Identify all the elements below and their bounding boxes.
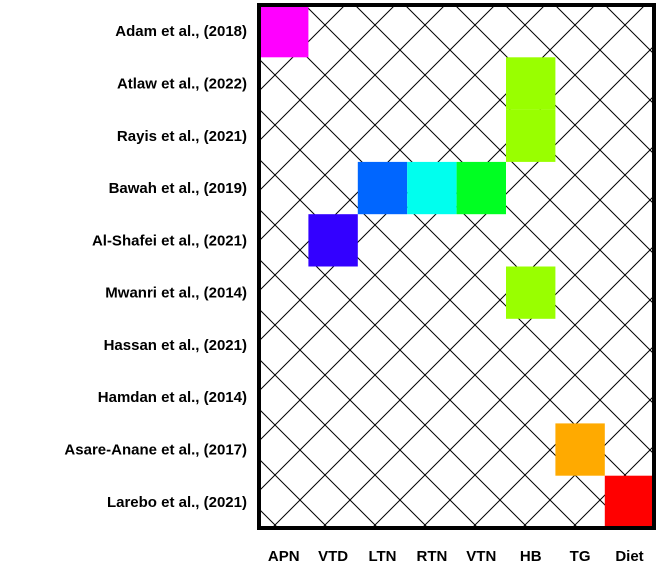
column-label-vtn: VTN — [466, 548, 496, 565]
column-label-diet: Diet — [615, 548, 643, 565]
column-label-hb: HB — [520, 548, 542, 565]
row-label: Bawah et al., (2019) — [109, 180, 247, 197]
row-label: Al-Shafei et al., (2021) — [92, 232, 247, 249]
heatmap-cell-rtn-row-3 — [407, 161, 457, 215]
row-label: Adam et al., (2018) — [115, 23, 247, 40]
heatmap-cell-hb-row-2 — [506, 109, 556, 162]
row-label: Rayis et al., (2021) — [117, 128, 247, 145]
plot-border — [257, 3, 656, 530]
column-label-rtn: RTN — [416, 548, 447, 565]
column-label-tg: TG — [570, 548, 591, 565]
heatmap-cell-ltn-row-3 — [357, 161, 408, 215]
row-labels: Adam et al., (2018) Atlaw et al., (2022) R… — [64, 23, 247, 511]
column-label-apn: APN — [268, 548, 300, 565]
heatmap-cell-diet-row-9 — [604, 475, 654, 528]
heatmap-cell-apn-row-0 — [259, 5, 309, 58]
row-label: Asare-Anane et al., (2017) — [64, 442, 247, 459]
column-label-ltn: LTN — [368, 548, 396, 565]
heatmap-cell-tg-row-8 — [555, 423, 605, 476]
row-label: Larebo et al., (2021) — [107, 494, 247, 511]
row-label: Hamdan et al., (2014) — [98, 389, 247, 406]
row-label: Hassan et al., (2021) — [104, 337, 247, 354]
column-label-vtd: VTD — [318, 548, 348, 565]
heatmap-cell-hb-row-1 — [506, 57, 556, 110]
heatmap-cell-vtn-row-3 — [456, 161, 506, 215]
heatmap-cell-vtd-row-4 — [308, 214, 358, 267]
row-label: Atlaw et al., (2022) — [117, 75, 247, 92]
column-labels: APN VTD LTN RTN VTN HB TG Diet — [268, 548, 644, 565]
heatmap-cell-hb-row-5 — [506, 266, 556, 319]
row-label: Mwanri et al., (2014) — [105, 285, 247, 302]
heatmap-cells — [259, 5, 654, 528]
